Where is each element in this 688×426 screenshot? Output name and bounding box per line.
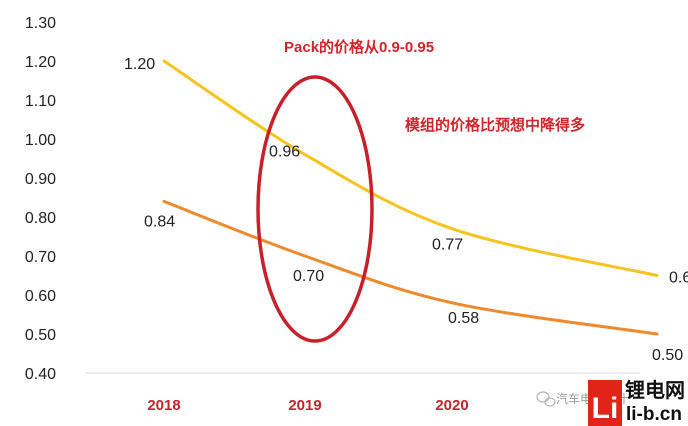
y-tick-label: 0.40: [25, 366, 56, 383]
x-tick-label: 2019: [288, 397, 321, 414]
data-label: 0.58: [448, 310, 479, 327]
data-label: 0.77: [432, 237, 463, 254]
data-label: 0.84: [144, 213, 175, 230]
annotation-layer: Pack的价格从0.9-0.95 模组的价格比预想中降得多: [284, 38, 585, 134]
y-tick-label: 1.10: [25, 93, 56, 110]
y-tick-label: 0.80: [25, 210, 56, 227]
annotation-text: 模组的价格比预想中降得多: [405, 116, 585, 134]
y-tick-label: 0.70: [25, 249, 56, 266]
series-line-2: [162, 199, 659, 336]
data-label: 0.50: [652, 347, 683, 364]
series-layer: [162, 59, 659, 336]
logo-name: 锂电网: [625, 378, 685, 402]
wechat-icon: [536, 391, 556, 407]
logo-letters: Li: [592, 392, 619, 425]
series-line-1: [162, 59, 659, 277]
y-tick-label: 0.60: [25, 288, 56, 305]
logo-badge: [588, 380, 622, 426]
y-tick-label: 1.00: [25, 132, 56, 149]
y-tick-label: 0.90: [25, 171, 56, 188]
y-tick-label: 1.20: [25, 54, 56, 71]
y-tick-label: 1.30: [25, 15, 56, 32]
x-axis: 2018 2019 2020: [147, 397, 468, 414]
y-tick-label: 0.50: [25, 327, 56, 344]
y-axis: 1.30 1.20 1.10 1.00 0.90 0.80 0.70 0.60 0.50 0.40: [25, 15, 56, 383]
data-label: 1.20: [124, 56, 155, 73]
x-tick-label: 2018: [147, 397, 180, 414]
annotation-text: Pack的价格从0.9-0.95: [284, 38, 434, 56]
data-label: 0.96: [269, 144, 300, 161]
data-label-layer: 1.20 0.96 0.77 0.65 0.84 0.70 0.58 0.50: [124, 56, 688, 364]
x-tick-label: 2020: [435, 397, 468, 414]
data-label: 0.65: [669, 270, 688, 287]
data-label: 0.70: [293, 268, 324, 285]
logo-url: li-b.cn: [626, 404, 682, 425]
watermark: 汽车电子设计 Li 锂电网 li-b.cn: [536, 378, 685, 426]
highlight-ellipse: [256, 75, 374, 343]
